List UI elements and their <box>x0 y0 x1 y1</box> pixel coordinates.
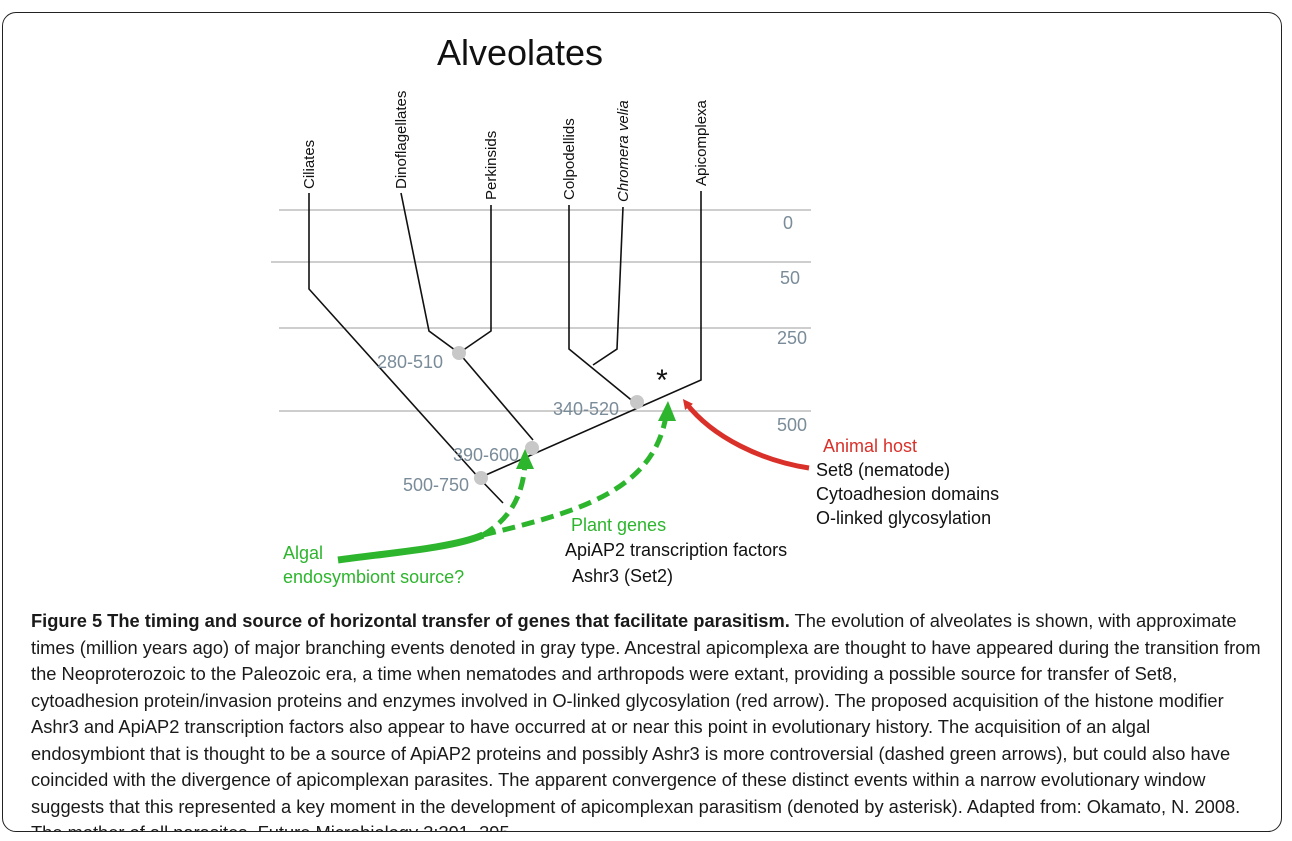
figure-title: Alveolates <box>437 32 603 73</box>
branch-perkinsozoa-stem <box>458 352 534 441</box>
animal-host-item: O-linked glycosylation <box>816 508 991 528</box>
algal-label-line1: Algal <box>283 543 323 563</box>
animal-host-item: Cytoadhesion domains <box>816 484 999 504</box>
figure-frame: Alveolates 0 50 250 500 <box>2 12 1282 832</box>
taxon-label-dinoflagellates: Dinoflagellates <box>393 91 410 189</box>
taxon-label-ciliates: Ciliates <box>301 140 318 189</box>
green-solid-arrow <box>337 531 485 564</box>
branch-ciliates <box>308 193 504 504</box>
time-label-0: 0 <box>783 213 793 233</box>
green-dashed-arrow-long <box>482 415 669 538</box>
plant-genes-item: ApiAP2 transcription factors <box>565 540 787 560</box>
branch-chromera <box>592 206 624 366</box>
plant-genes-item: Ashr3 (Set2) <box>572 566 673 586</box>
green-dashed-arrow-short <box>481 462 528 538</box>
taxon-label-perkinsids: Perkinsids <box>483 131 500 200</box>
animal-host-heading: Animal host <box>823 436 917 456</box>
branch-dinoflagellates <box>400 192 460 354</box>
time-grid <box>271 209 811 412</box>
red-arrow <box>682 399 810 471</box>
taxon-label-chromera-velia: Chromera velia <box>615 100 632 202</box>
time-label-50: 50 <box>780 268 800 288</box>
caption-label: Figure 5 The timing and source of horizo… <box>31 610 790 631</box>
node-dot-colpodellid-apicomplexa <box>630 395 644 409</box>
node-dot-dino-perkinsid <box>452 346 466 360</box>
node-age-390-600: 390-600 <box>453 445 519 465</box>
asterisk-marker: * <box>656 364 668 397</box>
plant-genes-heading: Plant genes <box>571 515 666 535</box>
node-dot-alveolate-root <box>474 471 488 485</box>
caption-text: The evolution of alveolates is shown, wi… <box>31 610 1261 831</box>
time-label-250: 250 <box>777 328 807 348</box>
taxon-label-apicomplexa: Apicomplexa <box>693 99 710 186</box>
node-age-280-510: 280-510 <box>377 352 443 372</box>
node-age-340-520: 340-520 <box>553 399 619 419</box>
branch-perkinsids <box>458 205 492 354</box>
green-arrowhead-short <box>516 449 534 469</box>
taxon-label-colpodellids: Colpodellids <box>561 118 578 200</box>
node-age-500-750: 500-750 <box>403 475 469 495</box>
animal-host-item: Set8 (nematode) <box>816 460 950 480</box>
figure-caption: Figure 5 The timing and source of horizo… <box>31 608 1267 831</box>
algal-label-line2: endosymbiont source? <box>283 567 464 587</box>
branch-apicomplexa <box>478 191 702 479</box>
tree-branches <box>308 191 702 504</box>
node-dot-myzozoa <box>525 441 539 455</box>
green-arrows <box>337 401 676 564</box>
green-arrowhead-long <box>658 401 676 421</box>
time-label-500: 500 <box>777 415 807 435</box>
phylogeny-figure: Alveolates 0 50 250 500 <box>271 32 999 587</box>
branch-colpodellids <box>568 205 636 404</box>
